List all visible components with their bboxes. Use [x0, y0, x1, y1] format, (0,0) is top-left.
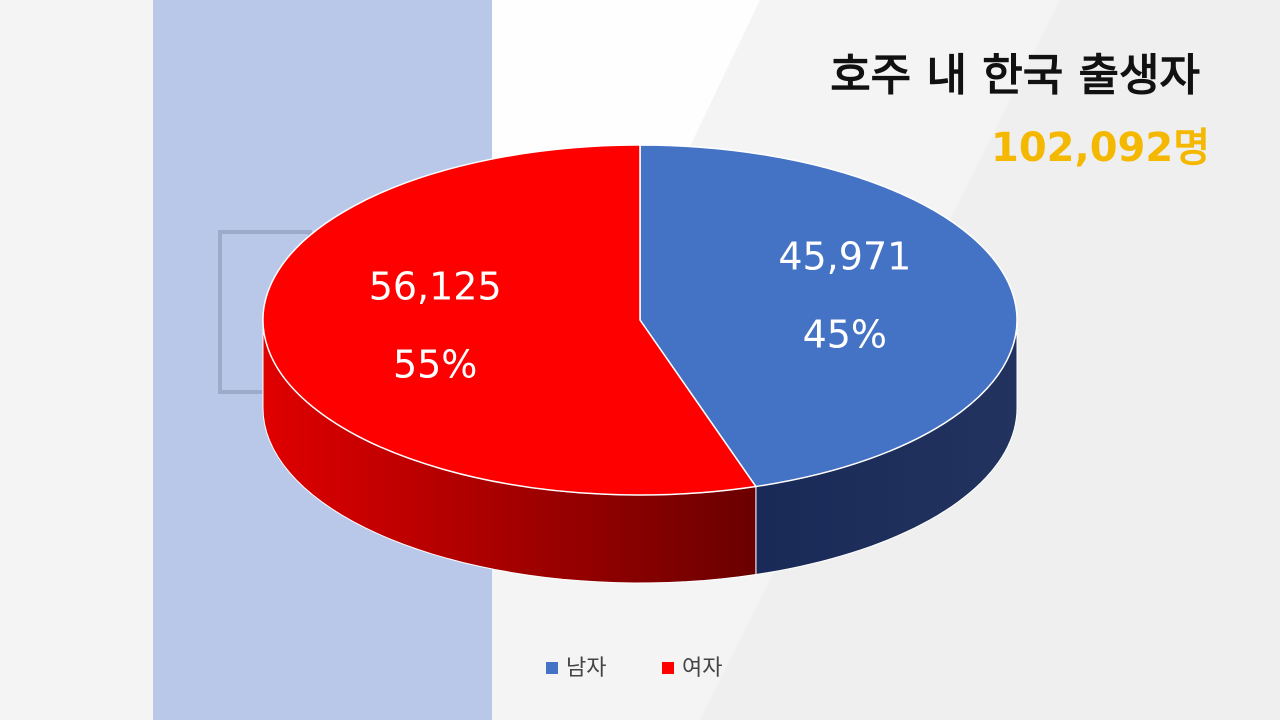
legend-label: 여자	[682, 656, 722, 681]
chart-subtitle: 102,092명	[991, 125, 1210, 171]
slice	[639, 144, 1018, 488]
legend-swatch	[662, 662, 674, 674]
data-label: 45,971	[778, 235, 911, 279]
percent-label: 55%	[393, 342, 477, 386]
data-label: 56,125	[369, 264, 502, 308]
legend-label: 남자	[566, 656, 606, 681]
chart-title: 호주 내 한국 출생자	[830, 50, 1200, 101]
legend-swatch	[546, 662, 558, 674]
slice	[262, 144, 758, 496]
percent-label: 45%	[803, 313, 887, 357]
